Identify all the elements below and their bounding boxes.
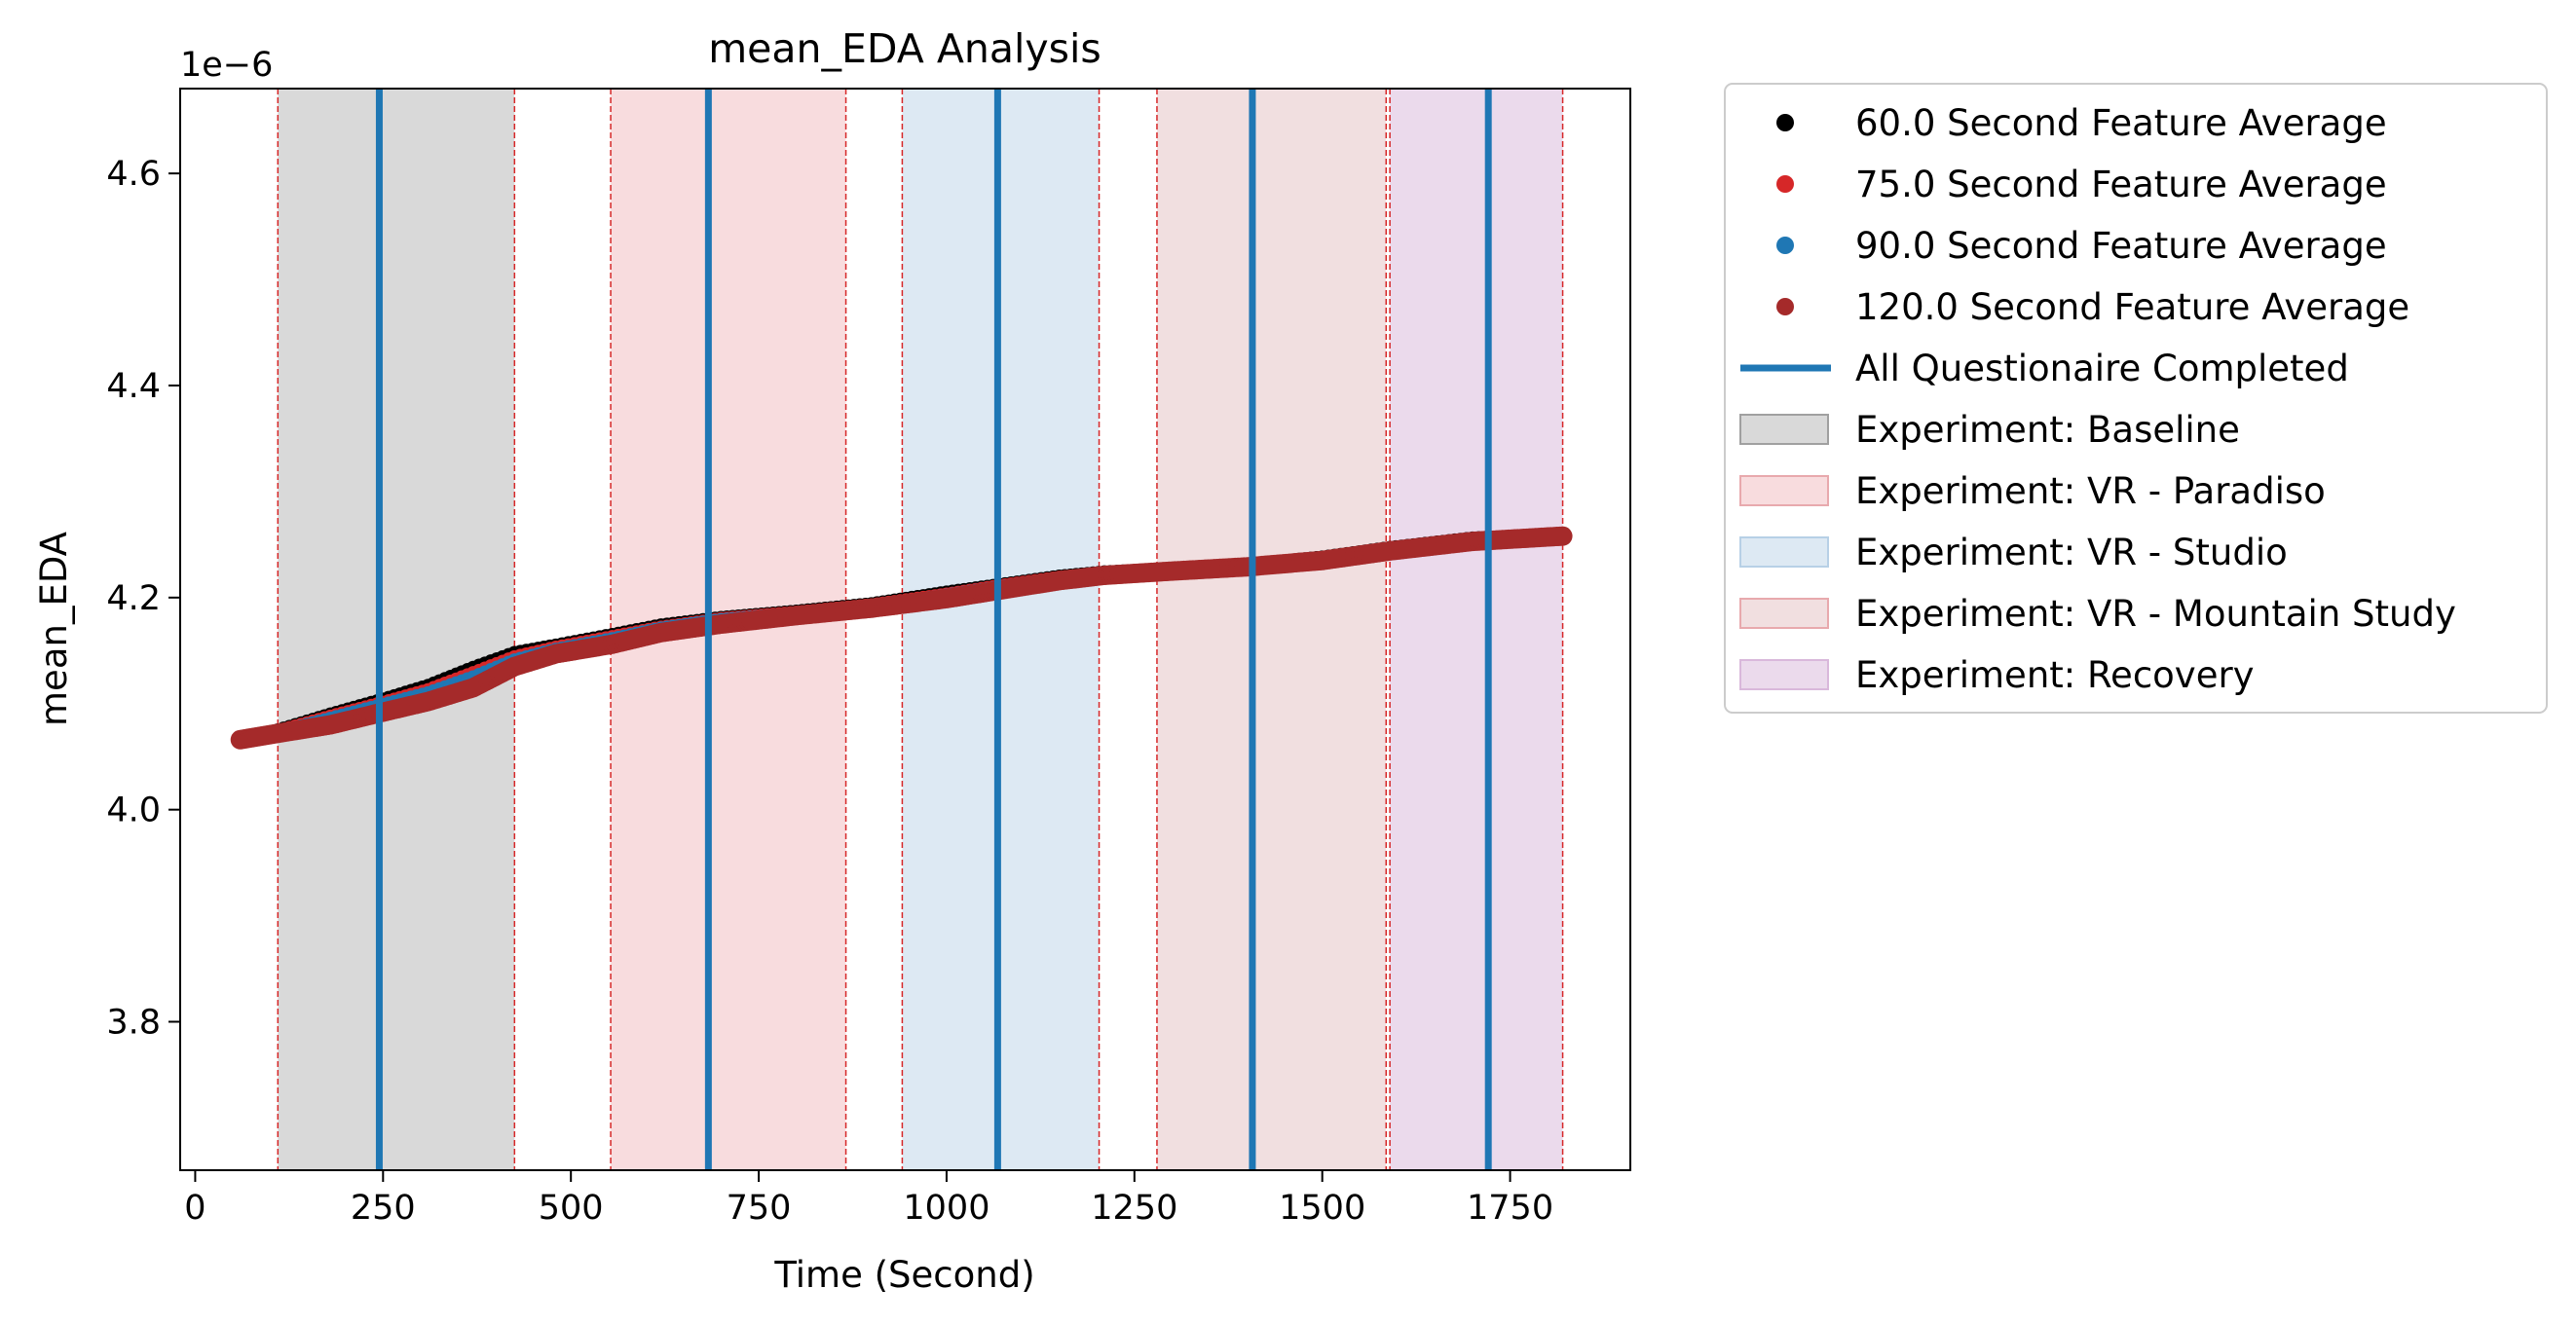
legend-label: Experiment: Baseline bbox=[1855, 409, 2240, 451]
phase-span bbox=[278, 89, 515, 1170]
x-tick-label: 250 bbox=[351, 1189, 416, 1228]
legend-phase-swatch bbox=[1739, 536, 1829, 568]
x-tick-label: 1250 bbox=[1091, 1189, 1177, 1228]
y-tick-label: 4.0 bbox=[106, 791, 161, 830]
legend-frame bbox=[1724, 83, 2548, 714]
x-tick-label: 1500 bbox=[1279, 1189, 1365, 1228]
chart-title: mean_EDA Analysis bbox=[708, 25, 1101, 72]
legend-label: All Questionaire Completed bbox=[1855, 348, 2349, 389]
legend-label: Experiment: VR - Mountain Study bbox=[1855, 593, 2456, 635]
x-tick-label: 0 bbox=[184, 1189, 205, 1228]
legend-label: Experiment: Recovery bbox=[1855, 654, 2255, 696]
plot-area bbox=[230, 89, 1573, 1170]
x-tick-label: 750 bbox=[727, 1189, 792, 1228]
x-axis: 0 250 500 750 1000 1250 1500 1750 bbox=[184, 1170, 1553, 1228]
legend-phase-swatch bbox=[1739, 475, 1829, 506]
legend-label: 120.0 Second Feature Average bbox=[1855, 286, 2409, 328]
legend-phase-swatch bbox=[1739, 659, 1829, 690]
y-tick-label: 3.8 bbox=[106, 1004, 161, 1043]
legend-label: 75.0 Second Feature Average bbox=[1855, 164, 2387, 205]
legend-marker bbox=[1776, 114, 1794, 131]
legend-marker bbox=[1776, 175, 1794, 193]
x-axis-title: Time (Second) bbox=[773, 1254, 1034, 1296]
y-axis: 3.8 4.0 4.2 4.4 4.6 bbox=[106, 155, 180, 1043]
legend-marker bbox=[1776, 298, 1794, 315]
y-axis-title: mean_EDA bbox=[33, 532, 75, 726]
legend-label: Experiment: VR - Paradiso bbox=[1855, 470, 2326, 512]
y-tick-label: 4.6 bbox=[106, 155, 161, 194]
y-tick-label: 4.2 bbox=[106, 579, 161, 618]
y-offset-label: 1e−6 bbox=[180, 46, 273, 85]
phase-span bbox=[1390, 89, 1563, 1170]
legend-phase-swatch bbox=[1739, 598, 1829, 629]
plot-frame bbox=[179, 88, 1631, 1171]
legend-marker bbox=[1776, 237, 1794, 254]
legend-label: 90.0 Second Feature Average bbox=[1855, 225, 2387, 267]
y-tick-label: 4.4 bbox=[106, 367, 161, 406]
x-tick-label: 500 bbox=[539, 1189, 604, 1228]
phase-span bbox=[1156, 89, 1387, 1170]
legend-label: Experiment: VR - Studio bbox=[1855, 532, 2288, 573]
x-tick-label: 1750 bbox=[1467, 1189, 1553, 1228]
legend-label: 60.0 Second Feature Average bbox=[1855, 102, 2387, 144]
legend: 60.0 Second Feature Average 75.0 Second F… bbox=[1724, 83, 2548, 714]
data-point bbox=[1552, 526, 1573, 546]
x-tick-label: 1000 bbox=[903, 1189, 989, 1228]
legend-phase-swatch bbox=[1739, 414, 1829, 445]
